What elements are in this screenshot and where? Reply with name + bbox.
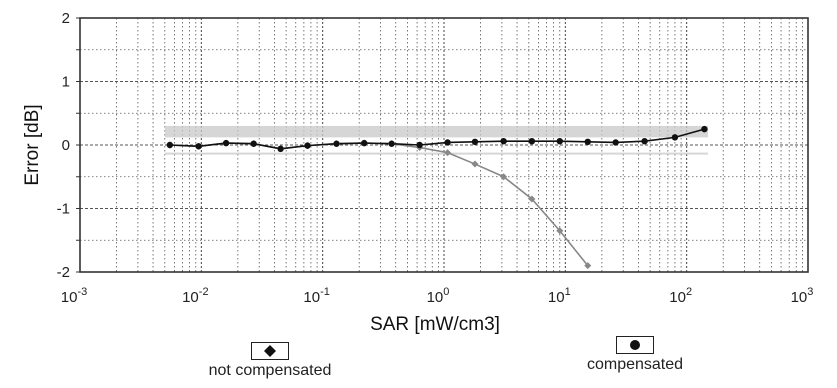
data-point-circle: [304, 142, 311, 149]
series-line-compensated: [169, 128, 705, 150]
x-tick-label: 101: [548, 286, 571, 306]
y-tick-label: -2: [57, 264, 70, 281]
legend-marker-box: [616, 336, 654, 354]
y-tick-label: -1: [57, 201, 70, 218]
series-line-not-compensated: [169, 142, 589, 267]
data-point-circle: [444, 139, 451, 146]
legend-compensated: compensated: [555, 336, 715, 374]
tolerance-band: [164, 152, 709, 155]
data-point-circle: [641, 137, 648, 145]
data-point-circle: [584, 138, 591, 146]
data-point-circle: [671, 134, 679, 141]
data-point-circle: [166, 141, 174, 149]
x-axis-label: SAR [mW/cm3]: [370, 314, 500, 335]
data-point-diamond: [444, 149, 452, 157]
data-point-circle: [195, 143, 202, 150]
y-tick-label: 0: [62, 137, 70, 154]
diamond-marker-icon: [264, 345, 276, 357]
data-point-diamond: [528, 195, 536, 203]
data-point-circle: [612, 139, 619, 146]
y-axis-label: Error [dB]: [22, 104, 43, 185]
data-point-circle: [250, 140, 257, 147]
data-point-diamond: [584, 262, 592, 270]
y-tick-labels: 2 1 0 -1 -2: [57, 10, 70, 281]
y-tick-label: 1: [62, 74, 70, 91]
data-point-circle: [416, 141, 423, 149]
tolerance-band: [164, 125, 709, 138]
data-point-diamond: [556, 227, 564, 235]
data-point-circle: [277, 145, 284, 153]
data-point-diamond: [471, 160, 479, 168]
x-tick-label: 10-2: [182, 286, 208, 306]
legend-label: compensated: [586, 356, 684, 373]
plot-frame: [79, 17, 809, 273]
data-point-circle: [388, 140, 395, 147]
data-point-circle: [471, 138, 479, 146]
x-tick-label: 10-1: [303, 286, 329, 306]
data-point-circle: [556, 137, 563, 145]
series-markers: [166, 125, 708, 270]
tolerance-bands: [164, 125, 709, 155]
data-point-circle: [701, 125, 708, 133]
data-point-circle: [361, 139, 368, 147]
x-tick-labels: 10-3 10-2 10-1 100 101 102 103: [61, 286, 814, 306]
data-point-circle: [528, 137, 536, 145]
data-point-circle: [222, 139, 230, 147]
circle-marker-icon: [630, 340, 640, 350]
legend-not-compensated: not compensated: [185, 342, 355, 380]
y-tick-label: 2: [62, 10, 70, 27]
legend-label: not compensated: [208, 362, 332, 379]
x-tick-label: 100: [427, 286, 450, 306]
data-point-circle: [333, 140, 340, 147]
x-tick-label: 10-3: [61, 286, 87, 306]
data-point-diamond: [500, 173, 508, 181]
x-tick-label: 102: [669, 286, 692, 306]
data-point-circle: [500, 137, 507, 145]
x-tick-label: 103: [791, 286, 814, 306]
legend-marker-box: [251, 342, 289, 360]
series-lines: [169, 128, 705, 267]
